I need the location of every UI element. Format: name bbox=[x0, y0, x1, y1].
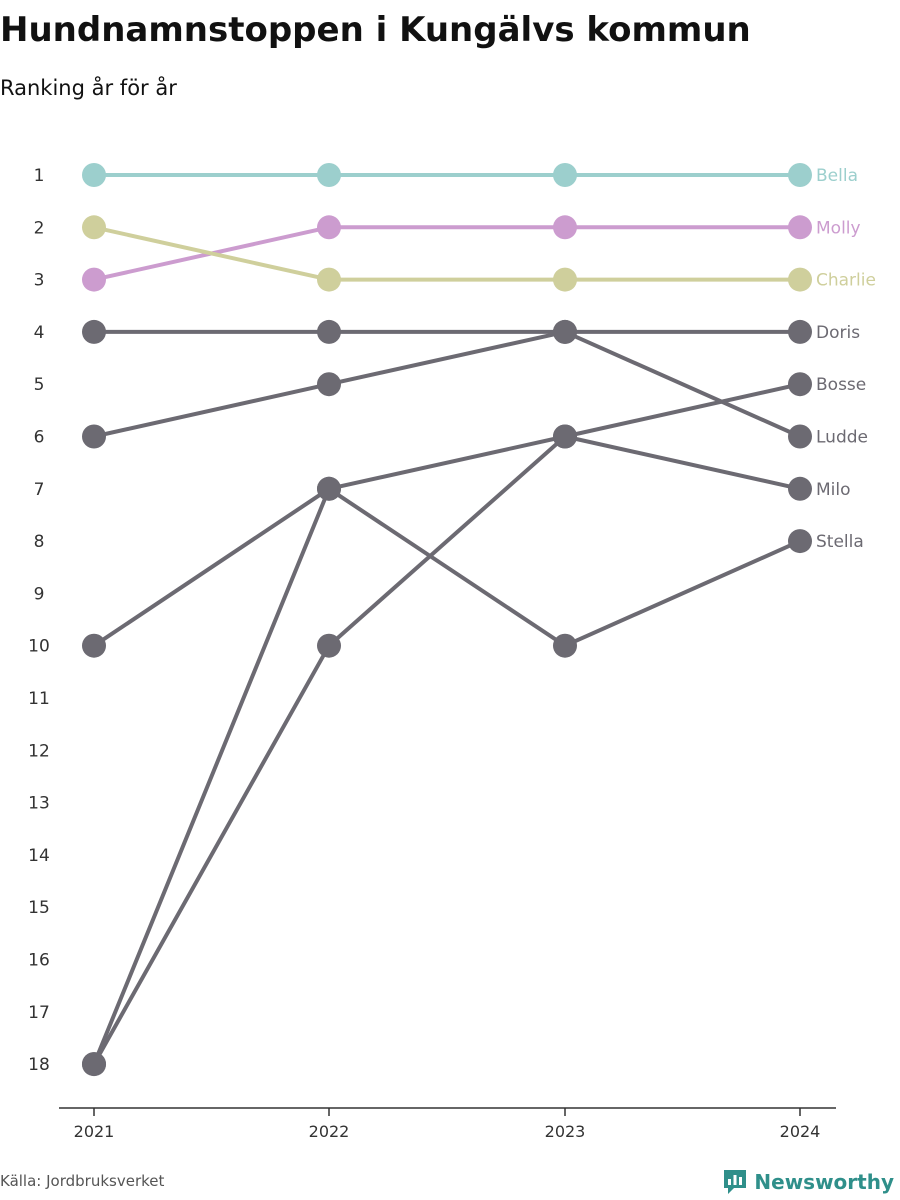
point-ludde-2023 bbox=[553, 319, 577, 344]
series-line-milo bbox=[92, 434, 802, 648]
point-bella-2022 bbox=[317, 163, 341, 187]
point-charlie-2024 bbox=[788, 267, 812, 292]
point-molly-2022 bbox=[317, 215, 341, 240]
point-ludde-2024 bbox=[788, 424, 812, 449]
point-ludde-2022 bbox=[317, 372, 341, 397]
y-tick-label: 16 bbox=[28, 951, 50, 971]
y-tick-label: 2 bbox=[34, 218, 45, 238]
point-bella-2024 bbox=[788, 163, 812, 187]
y-tick-label: 12 bbox=[28, 741, 50, 761]
y-tick-label: 14 bbox=[28, 846, 50, 866]
point-molly-2023 bbox=[553, 215, 577, 240]
point-milo-2024 bbox=[788, 476, 812, 501]
y-tick-label: 3 bbox=[34, 271, 45, 291]
series-label-doris: Doris bbox=[816, 323, 860, 343]
point-stella-2021 bbox=[82, 1052, 106, 1077]
newsworthy-logo-icon bbox=[724, 1170, 747, 1194]
x-tick-label: 2021 bbox=[74, 1122, 115, 1141]
series-line-molly bbox=[92, 225, 802, 282]
series-label-charlie: Charlie bbox=[816, 271, 876, 291]
series-label-bosse: Bosse bbox=[816, 375, 866, 395]
brand-label: Newsworthy bbox=[754, 1170, 894, 1194]
x-axis: 2021 2022 2023 2024 bbox=[59, 1107, 836, 1141]
point-bella-2023 bbox=[553, 163, 577, 187]
y-tick-label: 15 bbox=[28, 898, 50, 918]
chart-subtitle: Ranking år för år bbox=[0, 76, 177, 100]
y-tick-label: 6 bbox=[34, 428, 45, 448]
y-tick-label: 11 bbox=[28, 689, 50, 709]
y-tick-label: 18 bbox=[28, 1055, 50, 1075]
y-tick-label: 17 bbox=[28, 1003, 50, 1023]
series-lines bbox=[92, 173, 802, 1067]
series-label-milo: Milo bbox=[816, 480, 851, 500]
x-tick-label: 2024 bbox=[780, 1122, 821, 1141]
series-label-ludde: Ludde bbox=[816, 428, 868, 448]
point-charlie-2023 bbox=[553, 267, 577, 292]
y-tick-label: 1 bbox=[34, 166, 45, 186]
series-line-bosse bbox=[92, 382, 802, 1067]
point-molly-2021 bbox=[82, 267, 106, 292]
x-tick-label: 2023 bbox=[545, 1122, 586, 1141]
point-stella-2024 bbox=[788, 529, 812, 554]
point-stella-2023 bbox=[553, 633, 577, 658]
point-charlie-2022 bbox=[317, 267, 341, 292]
point-doris-2022 bbox=[317, 319, 341, 344]
series-label-molly: Molly bbox=[816, 218, 861, 238]
series-line-ludde bbox=[92, 329, 802, 439]
series-label-bella: Bella bbox=[816, 166, 858, 186]
series-label-stella: Stella bbox=[816, 532, 864, 552]
series-labels: Doris Bosse Ludde Milo Stella Bella Molly Charl… bbox=[816, 166, 876, 552]
point-bosse-2024 bbox=[788, 372, 812, 397]
point-bella-2021 bbox=[82, 163, 106, 187]
y-tick-label: 8 bbox=[34, 532, 45, 552]
source-note: Källa: Jordbruksverket bbox=[0, 1172, 165, 1190]
y-tick-label: 7 bbox=[34, 480, 45, 500]
point-ludde-2021 bbox=[82, 424, 106, 449]
y-tick-label: 5 bbox=[34, 375, 45, 395]
y-tick-label: 13 bbox=[28, 794, 50, 814]
y-tick-label: 4 bbox=[34, 323, 45, 343]
point-molly-2024 bbox=[788, 215, 812, 240]
point-milo-2021 bbox=[82, 633, 106, 658]
point-charlie-2021 bbox=[82, 215, 106, 240]
point-doris-2021 bbox=[82, 319, 106, 344]
series-line-charlie bbox=[92, 225, 802, 282]
brand: Newsworthy bbox=[722, 1168, 894, 1196]
point-stella-2022 bbox=[317, 476, 341, 501]
chart-title: Hundnamnstoppen i Kungälvs kommun bbox=[0, 10, 751, 50]
point-bosse-2022 bbox=[317, 633, 341, 658]
point-doris-2024 bbox=[788, 319, 812, 344]
series-line-stella bbox=[92, 486, 802, 1067]
y-tick-label: 9 bbox=[34, 584, 45, 604]
y-tick-label: 10 bbox=[28, 637, 50, 657]
series-points bbox=[82, 163, 812, 1077]
point-milo-2023 bbox=[553, 424, 577, 449]
x-tick-label: 2022 bbox=[309, 1122, 350, 1141]
